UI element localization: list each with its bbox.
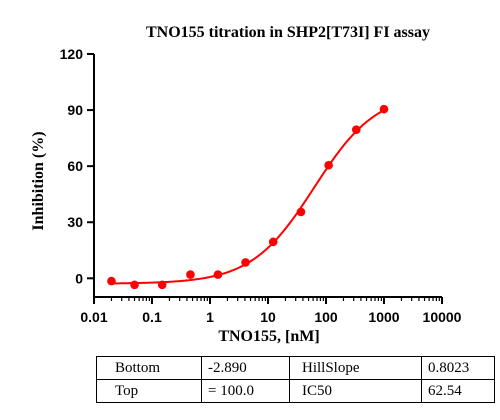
param-label-bottom: Bottom xyxy=(96,356,202,380)
param-label-ic50: IC50 xyxy=(289,379,422,403)
data-point xyxy=(241,258,250,267)
data-point xyxy=(324,160,333,170)
x-tick-label: 100 xyxy=(314,309,338,325)
x-tick-label: 0.01 xyxy=(80,309,107,325)
fit-parameters-table: Bottom -2.890 HillSlope 0.8023 Top = 100… xyxy=(96,356,495,403)
x-tick-label: 10 xyxy=(260,309,276,325)
data-point xyxy=(157,280,167,290)
x-tick-label: 0.1 xyxy=(142,309,162,325)
y-tick-label: 30 xyxy=(67,214,83,230)
x-tick-label: 10000 xyxy=(423,309,462,325)
param-value-bottom: -2.890 xyxy=(201,356,290,380)
data-point xyxy=(296,207,306,217)
ticks: 0 30 60 90 120 0.01 0.1 1 10 100 1000 10000 xyxy=(60,46,462,325)
axes xyxy=(93,54,442,298)
chart-svg: TNO155 titration in SHP2[T73I] FI assay … xyxy=(30,24,462,345)
param-value-top: = 100.0 xyxy=(201,379,290,403)
x-axis-label: TNO155, [nM] xyxy=(218,328,319,345)
data-point xyxy=(107,276,116,286)
data-point xyxy=(130,280,139,290)
x-tick-label: 1000 xyxy=(368,309,399,325)
y-tick-label: 0 xyxy=(75,270,83,286)
y-axis-label: Inhibition (%) xyxy=(30,131,47,230)
data-point xyxy=(213,270,223,279)
chart-title: TNO155 titration in SHP2[T73I] FI assay xyxy=(146,24,430,41)
param-value-hillslope: 0.8023 xyxy=(421,356,495,380)
data-points xyxy=(107,104,389,290)
param-value-ic50: 62.54 xyxy=(421,379,495,403)
data-point xyxy=(268,237,278,247)
table-row: Bottom -2.890 HillSlope 0.8023 xyxy=(96,356,495,380)
table-row: Top = 100.0 IC50 62.54 xyxy=(96,379,495,403)
y-tick-label: 60 xyxy=(67,158,83,174)
fit-curve xyxy=(111,109,385,285)
x-tick-label: 1 xyxy=(206,309,214,325)
data-point xyxy=(186,270,195,279)
param-label-top: Top xyxy=(96,379,202,403)
param-label-hillslope: HillSlope xyxy=(289,356,422,380)
y-tick-label: 90 xyxy=(67,102,83,118)
y-tick-label: 120 xyxy=(60,46,84,62)
data-point xyxy=(352,125,361,135)
data-point xyxy=(379,104,389,114)
